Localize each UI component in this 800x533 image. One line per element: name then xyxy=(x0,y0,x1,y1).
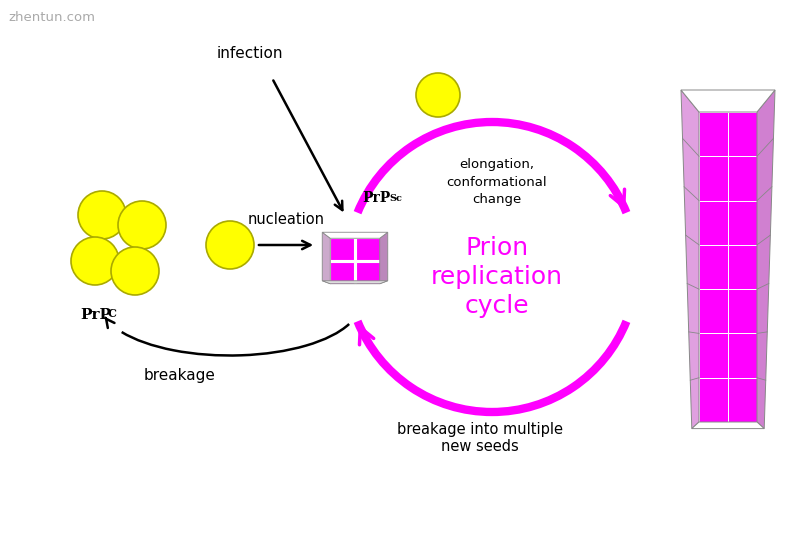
Polygon shape xyxy=(681,90,775,112)
Text: zhentun.com: zhentun.com xyxy=(8,11,95,24)
Polygon shape xyxy=(322,281,388,284)
Polygon shape xyxy=(699,112,728,156)
Polygon shape xyxy=(380,232,388,284)
Polygon shape xyxy=(699,156,728,200)
Text: Prion
replication
cycle: Prion replication cycle xyxy=(431,236,563,318)
Polygon shape xyxy=(728,156,757,200)
Polygon shape xyxy=(699,289,728,334)
Polygon shape xyxy=(728,245,757,289)
Text: PrP: PrP xyxy=(362,191,390,205)
Polygon shape xyxy=(728,200,757,245)
Polygon shape xyxy=(699,245,728,289)
Text: breakage into multiple
new seeds: breakage into multiple new seeds xyxy=(397,422,563,455)
Polygon shape xyxy=(356,238,380,260)
Polygon shape xyxy=(728,378,757,422)
Polygon shape xyxy=(699,334,728,378)
Circle shape xyxy=(118,201,166,249)
Polygon shape xyxy=(728,289,757,334)
Text: nucleation: nucleation xyxy=(247,212,325,227)
Circle shape xyxy=(71,237,119,285)
Circle shape xyxy=(78,191,126,239)
Polygon shape xyxy=(728,334,757,378)
Text: infection: infection xyxy=(217,46,283,61)
Text: PrP: PrP xyxy=(80,308,111,322)
Polygon shape xyxy=(322,232,388,238)
Circle shape xyxy=(206,221,254,269)
Polygon shape xyxy=(330,262,354,284)
Polygon shape xyxy=(322,232,330,284)
Polygon shape xyxy=(681,90,699,429)
Polygon shape xyxy=(757,90,775,429)
Text: elongation,
conformational
change: elongation, conformational change xyxy=(446,158,547,206)
Text: Sc: Sc xyxy=(389,194,402,203)
Polygon shape xyxy=(699,200,728,245)
Text: C: C xyxy=(108,308,117,319)
Circle shape xyxy=(416,73,460,117)
Polygon shape xyxy=(692,422,764,429)
Polygon shape xyxy=(699,378,728,422)
Circle shape xyxy=(111,247,159,295)
Polygon shape xyxy=(356,262,380,284)
Text: breakage: breakage xyxy=(144,368,216,383)
Polygon shape xyxy=(330,238,354,260)
Polygon shape xyxy=(728,112,757,156)
